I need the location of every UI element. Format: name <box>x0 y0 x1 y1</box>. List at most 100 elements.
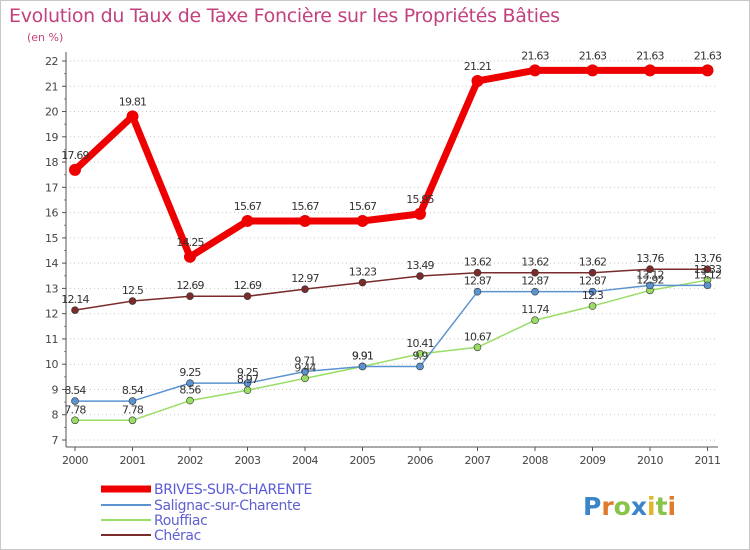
data-point <box>588 302 597 310</box>
data-label: 15.67 <box>291 200 319 213</box>
data-label: 12.97 <box>291 272 319 285</box>
data-point <box>588 287 597 296</box>
y-tick-label: 15 <box>45 232 58 245</box>
data-label: 13.62 <box>521 256 549 269</box>
data-point <box>128 297 137 305</box>
data-label: 15.67 <box>349 200 377 213</box>
data-label: 10.41 <box>406 337 434 350</box>
data-point <box>588 268 597 277</box>
logo-letter: t <box>656 492 668 521</box>
y-tick-label: 7 <box>52 434 59 447</box>
data-label: 15.67 <box>234 200 262 213</box>
y-tick-label: 10 <box>45 358 58 371</box>
data-point <box>241 214 254 227</box>
y-tick-label: 8 <box>52 409 59 422</box>
y-tick-label: 13 <box>45 282 58 295</box>
data-label: 9.9 <box>412 349 428 362</box>
data-label: 9.44 <box>294 361 316 374</box>
x-tick-label: 2001 <box>120 454 146 467</box>
grid-lines <box>66 60 718 441</box>
data-label: 7.78 <box>64 403 86 416</box>
data-point <box>529 64 541 77</box>
data-label: 17.69 <box>61 149 89 162</box>
y-tick-label: 18 <box>45 156 58 169</box>
data-point <box>186 396 194 405</box>
data-label: 13.76 <box>694 252 722 265</box>
data-label: 12.69 <box>234 279 262 292</box>
y-tick-label: 12 <box>45 308 58 321</box>
data-point <box>531 316 539 325</box>
data-point <box>646 281 654 290</box>
legend-label: BRIVES-SUR-CHARENTE <box>154 482 312 498</box>
x-tick-label: 2006 <box>407 454 433 467</box>
proxiti-logo: Proxiti <box>583 492 676 521</box>
data-point <box>473 268 482 277</box>
y-tick-label: 11 <box>45 333 58 346</box>
data-label: 12.3 <box>582 289 604 302</box>
data-label: 7.78 <box>122 403 144 416</box>
data-label: 21.63 <box>636 49 664 62</box>
data-point <box>471 74 484 87</box>
y-axis-unit: (en %) <box>27 31 64 44</box>
x-tick-label: 2005 <box>350 454 376 467</box>
data-point <box>644 64 656 77</box>
data-label: 21.63 <box>521 49 549 62</box>
data-label: 13.33 <box>694 263 722 276</box>
data-label: 10.67 <box>464 330 492 343</box>
data-label: 21.21 <box>464 60 492 73</box>
data-point <box>586 64 599 77</box>
data-point <box>243 379 252 387</box>
data-point <box>701 64 714 77</box>
y-tick-label: 16 <box>45 207 58 220</box>
data-label: 15.95 <box>406 193 434 206</box>
y-tick-label: 9 <box>52 383 59 396</box>
data-label: 9.71 <box>294 355 315 368</box>
data-point <box>358 362 367 371</box>
data-label: 8.97 <box>237 373 259 386</box>
logo-letter: i <box>668 492 677 521</box>
data-label: 13.62 <box>579 256 607 269</box>
data-point <box>186 292 194 301</box>
logo-letter: i <box>647 492 656 521</box>
data-point <box>646 265 654 273</box>
data-label: 19.81 <box>119 95 147 108</box>
data-point <box>531 287 539 296</box>
y-tick-label: 17 <box>45 181 58 194</box>
data-point <box>184 250 196 263</box>
x-tick-label: 2003 <box>235 454 261 467</box>
data-label: 12.69 <box>176 279 204 292</box>
x-tick-label: 2011 <box>695 454 721 467</box>
series-line-Chérac <box>74 268 709 311</box>
legend: BRIVES-SUR-CHARENTESalignac-sur-Charente… <box>101 482 312 544</box>
data-label: 14.25 <box>176 236 204 249</box>
data-point <box>473 343 482 352</box>
y-tick-label: 22 <box>45 55 58 68</box>
y-tick-label: 14 <box>45 257 58 270</box>
x-tick-label: 2000 <box>62 454 88 467</box>
data-label: 13.12 <box>694 268 722 281</box>
logo-letter: x <box>631 492 647 521</box>
data-point <box>128 397 137 405</box>
data-point <box>71 397 79 405</box>
series-line-Rouffiac <box>74 279 709 422</box>
x-tick-label: 2010 <box>637 454 663 467</box>
data-label: 12.5 <box>122 284 144 297</box>
series-line-BRIVES-SUR-CHARENTE <box>71 66 711 261</box>
data-label: 12.14 <box>61 293 89 306</box>
x-tick-label: 2007 <box>465 454 491 467</box>
chart-title: Evolution du Taux de Taxe Foncière sur l… <box>9 5 560 27</box>
data-label: 13.23 <box>349 266 377 279</box>
data-point <box>356 214 369 227</box>
data-point <box>128 416 137 425</box>
series-line-Salignac-sur-Charente <box>74 284 709 402</box>
data-point <box>416 272 424 280</box>
data-point <box>416 350 424 358</box>
data-point <box>69 163 81 176</box>
data-label: 13.49 <box>406 259 434 272</box>
data-point <box>703 265 712 273</box>
data-point <box>416 362 424 371</box>
data-label: 13.62 <box>464 256 492 269</box>
data-label: 9.25 <box>179 366 201 379</box>
